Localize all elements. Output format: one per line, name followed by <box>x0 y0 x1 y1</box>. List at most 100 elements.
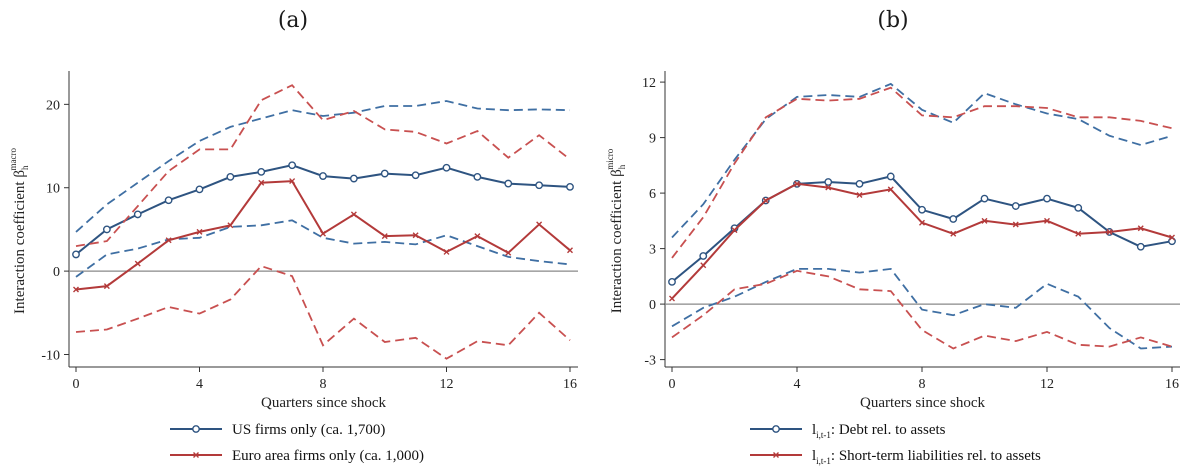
data-point-series-2 <box>536 221 543 228</box>
panel-a-label: (a) <box>278 8 308 33</box>
data-point-series-1 <box>380 169 389 178</box>
data-point-series-1 <box>473 172 482 181</box>
data-point-series-2 <box>567 247 573 254</box>
data-point-series-2 <box>320 230 326 237</box>
y-axis-label-subscript: h <box>617 164 627 169</box>
y-axis-label: Interaction coefficient βhmicro <box>605 148 627 313</box>
data-point-series-2 <box>762 197 769 204</box>
y-tick-label: -10 <box>41 348 60 363</box>
legend-swatch-marker <box>193 452 199 458</box>
series-line-2 <box>671 182 1173 300</box>
data-point-series-2 <box>1075 230 1082 237</box>
y-axis-label: Interaction coefficient βhmacro <box>8 148 30 314</box>
data-point-series-1 <box>855 179 864 188</box>
data-point-series-2 <box>258 179 265 186</box>
data-point-series-2 <box>794 180 800 187</box>
series-line-2 <box>75 180 571 291</box>
legend-label-text: : Debt rel. to assets <box>831 422 946 438</box>
confidence-band-upper-series-2 <box>75 84 571 247</box>
data-point-series-2 <box>443 248 450 255</box>
data-point-series-1 <box>349 174 358 183</box>
data-point-series-1 <box>319 172 327 180</box>
data-point-series-1 <box>949 215 958 223</box>
data-point-series-2 <box>1137 225 1144 232</box>
data-point-series-2 <box>289 178 296 185</box>
x-tick-label: 4 <box>196 377 203 392</box>
data-point-series-1 <box>195 185 204 194</box>
data-point-series-2 <box>1044 217 1050 224</box>
data-point-series-1 <box>504 179 513 188</box>
data-point-series-2 <box>103 283 110 290</box>
chart-panel-a: -10 0 10 20 0 4 8 12 16 Quarters since shock Inter… <box>8 71 578 464</box>
data-point-series-1 <box>1011 202 1020 210</box>
legend-label: li,t-1: Debt rel. to assets <box>812 422 946 440</box>
data-point-series-1 <box>918 205 926 214</box>
data-point-series-1 <box>668 277 676 286</box>
legend-swatch-marker <box>192 425 200 433</box>
data-point-series-2 <box>350 211 357 218</box>
legend-label: Euro area firms only (ca. 1,000) <box>232 448 424 464</box>
chart-panel-b: -3 0 3 6 9 12 0 4 8 12 16 Quarters since shock Inter… <box>605 71 1180 466</box>
confidence-band-upper-series-2 <box>671 86 1173 259</box>
x-tick-label: 12 <box>440 377 454 392</box>
data-point-series-2 <box>505 249 512 256</box>
data-point-series-1 <box>699 252 708 260</box>
data-point-series-2 <box>669 295 675 302</box>
x-tick-label: 4 <box>794 377 801 392</box>
data-point-series-1 <box>257 167 266 176</box>
data-point-series-2 <box>1012 221 1019 228</box>
data-point-series-2 <box>134 260 141 267</box>
y-tick-label: -3 <box>644 354 656 369</box>
confidence-band-upper-series-1 <box>75 100 571 233</box>
x-tick-label: 16 <box>563 377 577 392</box>
data-point-series-1 <box>133 210 142 219</box>
data-point-series-1 <box>102 225 111 234</box>
data-point-series-1 <box>226 172 235 181</box>
y-tick-label: 20 <box>46 98 60 113</box>
legend-swatch-marker <box>773 452 779 458</box>
y-tick-label: 0 <box>53 265 60 280</box>
data-point-series-2 <box>1169 234 1175 241</box>
y-tick-label: 0 <box>649 298 656 313</box>
data-point-series-2 <box>731 227 738 234</box>
data-point-series-2 <box>887 186 894 193</box>
data-point-series-1 <box>1074 203 1083 212</box>
y-axis-label-main: Interaction coefficient β <box>12 170 28 314</box>
legend-label-subscript: i,t-1 <box>816 456 831 466</box>
x-tick-label: 0 <box>73 377 80 392</box>
y-axis-label-main: Interaction coefficient β <box>609 169 625 313</box>
y-tick-label: 9 <box>649 132 656 147</box>
y-axis-label-subscript: h <box>20 165 30 170</box>
data-point-series-2 <box>381 233 388 240</box>
data-point-series-2 <box>474 233 481 240</box>
y-tick-label: 6 <box>649 187 656 202</box>
y-tick-label: 3 <box>649 243 656 258</box>
data-point-series-1 <box>886 172 895 181</box>
data-point-series-1 <box>824 178 833 186</box>
panel-b-label: (b) <box>877 8 908 33</box>
data-point-series-1 <box>411 171 420 180</box>
data-point-series-1 <box>288 161 297 170</box>
x-tick-label: 12 <box>1040 377 1054 392</box>
y-axis-label-superscript: micro <box>605 148 615 169</box>
data-point-series-2 <box>165 237 172 244</box>
data-point-series-2 <box>950 230 957 237</box>
data-point-series-2 <box>73 286 79 293</box>
confidence-band-lower-series-2 <box>671 269 1173 350</box>
confidence-band-upper-series-1 <box>671 82 1173 239</box>
x-tick-label: 16 <box>1165 377 1179 392</box>
confidence-band-lower-series-2 <box>75 265 571 360</box>
data-point-series-2 <box>981 217 988 224</box>
data-point-series-2 <box>196 228 203 235</box>
data-point-series-1 <box>1136 242 1145 251</box>
data-point-series-1 <box>980 194 989 203</box>
x-axis-label: Quarters since shock <box>261 395 386 411</box>
legend-label-var: l <box>812 448 816 464</box>
data-point-series-2 <box>825 184 832 191</box>
data-point-series-2 <box>919 219 925 226</box>
confidence-band-lower-series-1 <box>75 219 571 278</box>
data-point-series-1 <box>442 163 451 172</box>
legend-label-var: l <box>812 422 816 438</box>
x-tick-label: 8 <box>919 377 926 392</box>
